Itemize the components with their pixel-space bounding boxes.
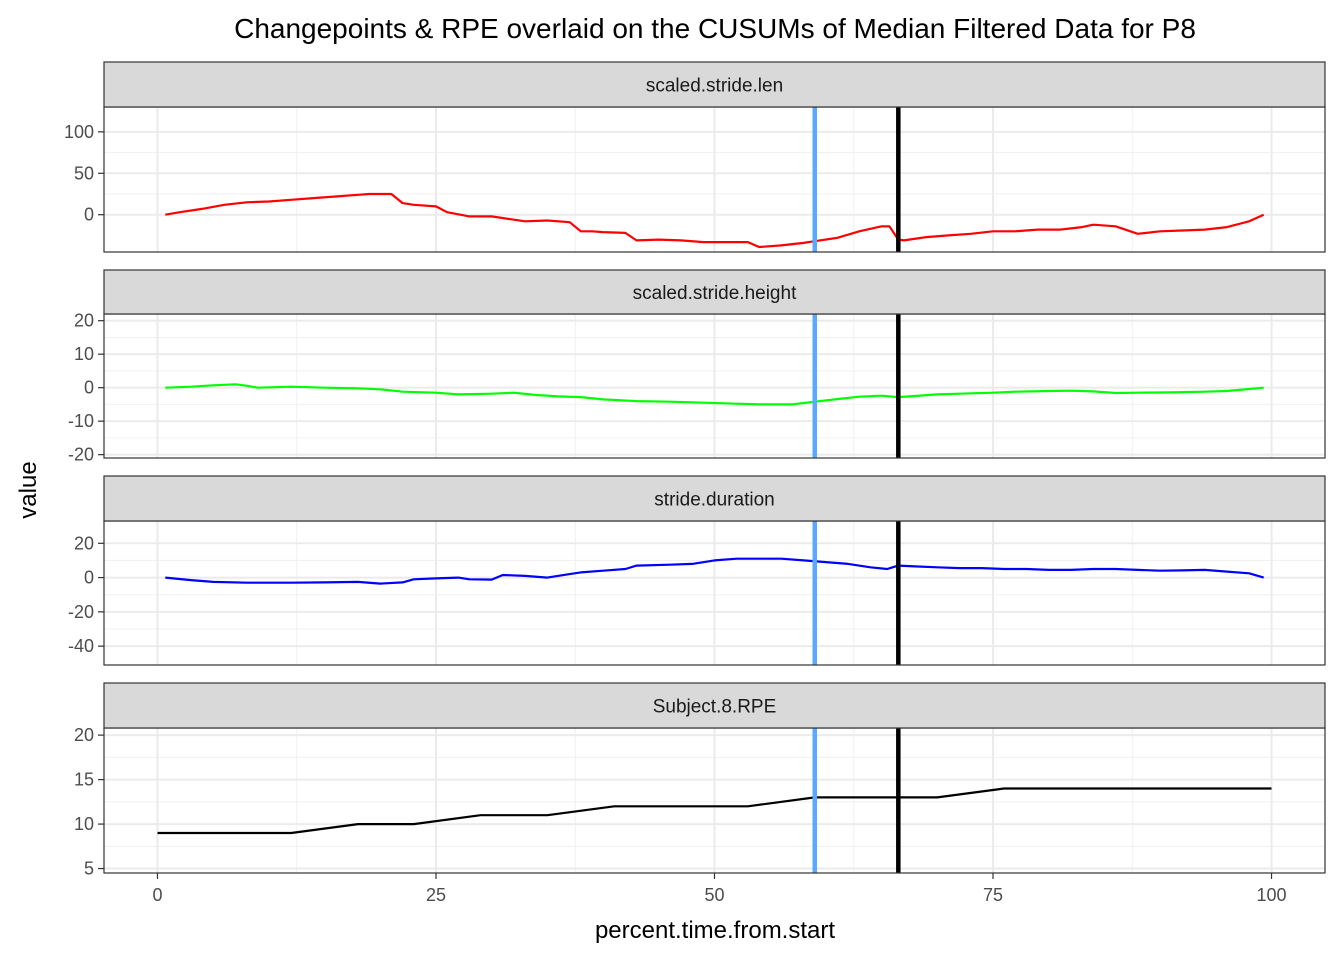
panel: scaled.stride.len 0 50 100 [64, 61, 1326, 253]
y-tick-label: -20 [68, 445, 94, 465]
y-tick-label: 100 [64, 122, 94, 142]
series-line [165, 557, 1265, 585]
y-axis-title: value [15, 461, 42, 518]
x-tick-label: 25 [426, 885, 446, 905]
y-tick-label: -40 [68, 636, 94, 656]
strip-label: scaled.stride.len [646, 76, 783, 97]
strip-background [103, 61, 1326, 108]
y-tick-label: 0 [84, 205, 94, 225]
y-tick-label: -20 [68, 602, 94, 622]
x-tick-label: 75 [983, 885, 1003, 905]
y-tick-label: 20 [74, 725, 94, 745]
strip-label: scaled.stride.height [633, 283, 797, 304]
strip-background [103, 475, 1326, 522]
chart-title: Changepoints & RPE overlaid on the CUSUM… [234, 13, 1196, 44]
y-tick-label: 20 [74, 533, 94, 553]
x-tick-label: 0 [152, 885, 162, 905]
y-tick-label: 10 [74, 344, 94, 364]
series-line [165, 192, 1265, 249]
y-tick-label: 0 [84, 568, 94, 588]
y-tick-label: 20 [74, 311, 94, 331]
strip-background [103, 269, 1326, 315]
y-tick-label: 10 [74, 814, 94, 834]
x-axis: 0 25 50 75 100 [152, 873, 1287, 905]
panel: stride.duration -40 -20 0 20 [68, 475, 1326, 666]
panels: scaled.stride.len050100scaled.stride.hei… [64, 61, 1326, 879]
x-axis-title: percent.time.from.start [595, 917, 835, 944]
x-tick-label: 100 [1257, 885, 1287, 905]
strip-label: Subject.8.RPE [653, 697, 777, 718]
panel: Subject.8.RPE 5 10 15 20 [74, 682, 1326, 879]
strip-background [103, 682, 1326, 729]
series-line [157, 787, 1272, 835]
x-tick-label: 50 [704, 885, 724, 905]
series-line [165, 383, 1264, 406]
y-tick-label: 15 [74, 770, 94, 790]
y-tick-label: 5 [84, 859, 94, 879]
y-tick-label: 0 [84, 378, 94, 398]
y-tick-label: -10 [68, 411, 94, 431]
y-tick-label: 50 [74, 163, 94, 183]
panel: scaled.stride.height -20 -10 0 10 20 [68, 269, 1326, 465]
strip-label: stride.duration [654, 490, 774, 511]
